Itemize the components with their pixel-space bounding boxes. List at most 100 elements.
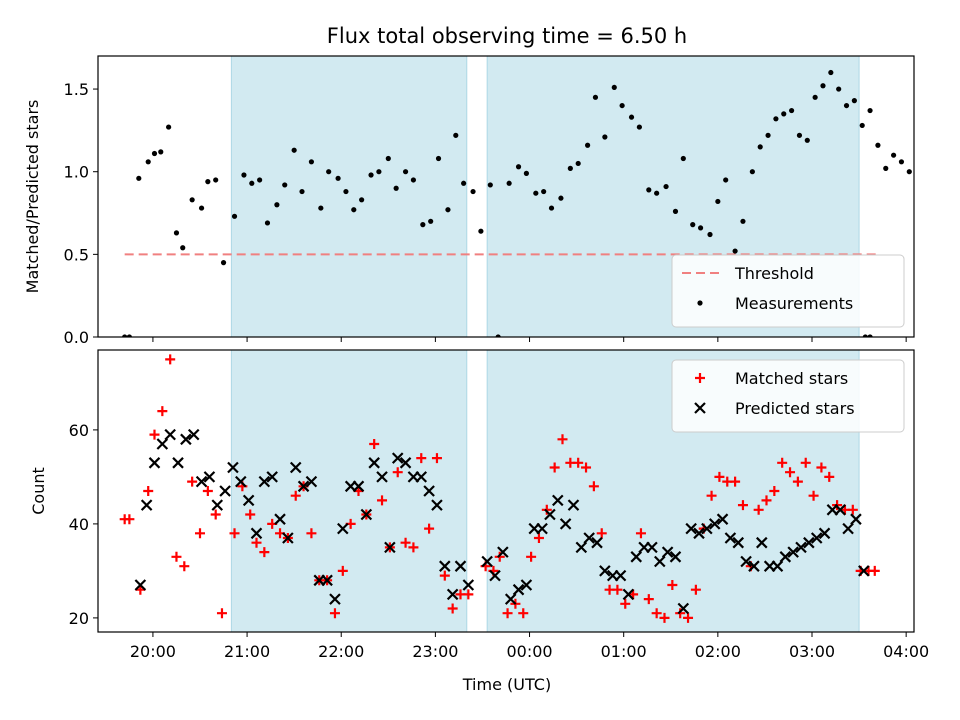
measurement-point <box>173 230 180 236</box>
measurement-point <box>445 207 451 213</box>
measurement-point <box>282 182 288 188</box>
matched-point <box>573 457 584 468</box>
predicted-point <box>575 541 588 554</box>
observing-interval-0 <box>230 349 468 633</box>
measurement-point <box>773 116 779 122</box>
measurement-point <box>611 84 617 91</box>
y-tick-label: 0.5 <box>64 245 89 264</box>
measurement-point <box>828 69 834 76</box>
predicted-point <box>148 457 161 469</box>
series-measurements <box>122 69 912 337</box>
matched-point <box>612 584 623 595</box>
predicted-point <box>583 532 595 544</box>
x-tick-label: 02:00 <box>695 642 741 661</box>
measurement-point <box>515 164 522 170</box>
predicted-point <box>352 480 365 493</box>
predicted-point <box>599 565 611 577</box>
legend-label: Threshold <box>734 264 814 283</box>
measurement-point <box>732 248 738 254</box>
predicted-point <box>661 546 674 558</box>
matched-point <box>541 504 552 515</box>
predicted-point <box>646 541 658 554</box>
y-axis-label: Count <box>29 467 48 515</box>
matched-point <box>596 528 607 539</box>
matched-point <box>761 495 772 506</box>
matched-point <box>195 528 205 539</box>
measurement-point <box>602 134 608 140</box>
measurement-point <box>757 144 763 150</box>
matched-point <box>494 551 505 562</box>
axes-frame <box>97 55 915 338</box>
predicted-point <box>399 457 412 469</box>
matched-point <box>581 462 592 473</box>
predicted-point <box>360 508 373 521</box>
matched-point <box>245 509 256 520</box>
predicted-point <box>164 428 176 441</box>
predicted-point <box>446 588 459 601</box>
predicted-point <box>512 583 525 596</box>
predicted-point <box>180 433 192 446</box>
matched-point <box>329 608 340 619</box>
measurement-point <box>198 205 205 211</box>
measurement-point <box>291 147 297 153</box>
matched-point <box>229 528 240 539</box>
matched-point <box>149 429 160 440</box>
matched-point <box>251 537 262 548</box>
figure-title: Flux total observing time = 6.50 h <box>327 24 687 48</box>
measurement-point <box>558 195 564 201</box>
matched-point <box>659 612 670 623</box>
x-tick-label: 03:00 <box>789 642 835 661</box>
measurement-point <box>523 170 530 176</box>
matched-point <box>143 486 154 496</box>
predicted-point <box>156 438 169 450</box>
predicted-point <box>368 457 380 469</box>
measurement-point <box>189 197 195 203</box>
predicted-point <box>740 555 752 568</box>
measurement-point <box>690 222 696 228</box>
matched-point <box>643 594 654 605</box>
measurement-point <box>231 213 238 219</box>
measurement-point <box>420 222 426 228</box>
predicted-point <box>187 428 200 441</box>
legend: Matched stars Predicted stars <box>671 359 905 433</box>
matched-point <box>392 467 403 478</box>
predicted-point <box>462 579 475 591</box>
predicted-point <box>630 551 643 563</box>
matched-point <box>777 457 788 468</box>
measurement-point <box>843 102 850 109</box>
measurement-point <box>592 94 599 100</box>
matched-point <box>753 504 764 515</box>
measurement-point <box>672 208 679 214</box>
matched-point <box>171 551 182 562</box>
measurement-point <box>707 231 713 238</box>
measurement-point <box>166 124 172 130</box>
x-tick-label: 01:00 <box>601 642 647 661</box>
measurement-point <box>257 177 263 183</box>
matched-point <box>377 495 388 506</box>
predicted-point <box>842 522 854 535</box>
predicted-point <box>140 499 153 511</box>
matched-point <box>824 471 835 482</box>
predicted-point <box>708 518 721 530</box>
measurement-point <box>180 245 186 251</box>
measurement-point <box>541 188 547 195</box>
measurement-point <box>851 98 857 104</box>
predicted-point <box>227 461 239 474</box>
matched-point <box>683 612 694 623</box>
matched-point <box>306 528 317 539</box>
matched-point <box>179 561 190 572</box>
matched-point <box>549 462 560 473</box>
x-tick-label: 20:00 <box>130 642 176 661</box>
measurement-point <box>264 220 271 226</box>
matched-point <box>408 542 419 553</box>
predicted-point <box>552 494 564 507</box>
measurement-point <box>351 207 357 213</box>
measurement-point <box>533 190 539 196</box>
predicted-point <box>415 471 428 483</box>
measurement-point <box>628 114 635 120</box>
measurement-point <box>740 218 746 224</box>
measurement-point <box>812 94 818 100</box>
predicted-point <box>858 565 870 577</box>
matched-point <box>869 565 880 576</box>
matched-point <box>557 434 568 445</box>
